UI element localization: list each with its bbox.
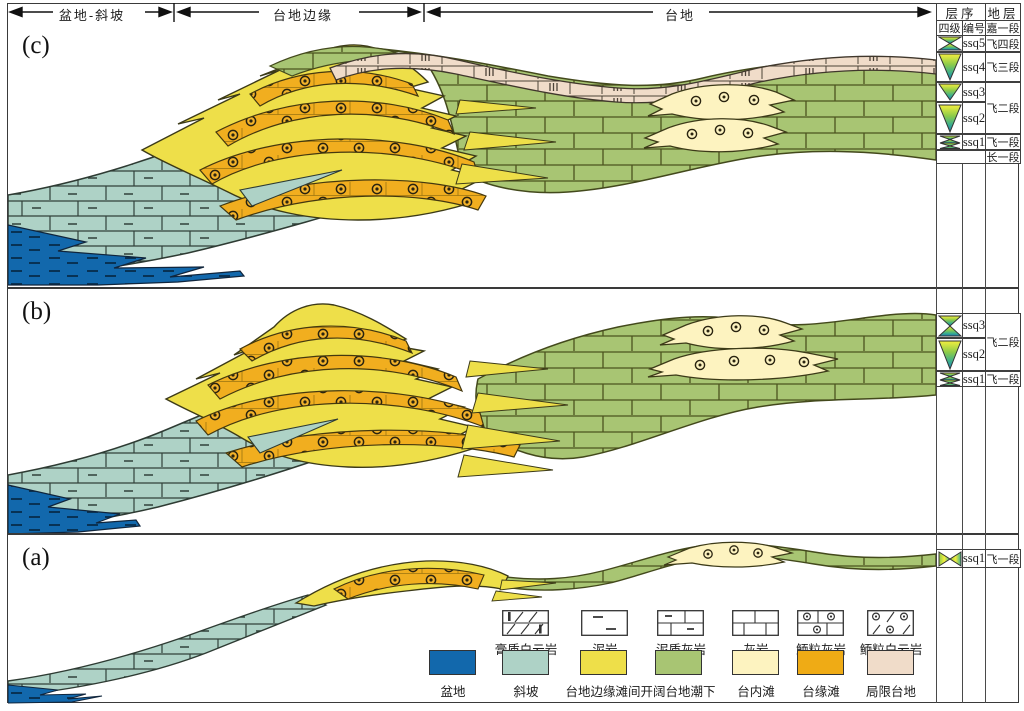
yellow-tongues-c	[455, 99, 557, 185]
legend-intraplatform-shoal-label: 台内滩	[737, 685, 775, 699]
label-b-ssq1: ssq1	[962, 371, 986, 387]
header-strata: 地层	[985, 3, 1021, 21]
legend-margin-shoal-label: 台缘滩	[802, 685, 840, 699]
header-order: 四级	[936, 20, 963, 36]
strata-c-fei1: 飞一段	[985, 134, 1021, 150]
symbol-b-ssq2	[936, 338, 963, 371]
symbol-c-ssq1	[936, 134, 963, 150]
open-platform-band-a	[498, 543, 936, 591]
legend-open-platform-swatch	[655, 650, 702, 675]
legend-oolitic-dolomite-swatch	[867, 610, 914, 641]
strata-c-fei2: 飞二段	[985, 82, 1021, 134]
open-platform-body-b	[475, 312, 936, 460]
symbol-b-ssq3	[936, 313, 963, 338]
basin-sliver-a	[8, 684, 103, 704]
divider-b-a	[7, 533, 1019, 535]
strata-b-fei2: 飞二段	[985, 313, 1021, 371]
symbol-c-ssq5	[936, 35, 963, 52]
legend-restricted-platform-label: 局限台地	[865, 685, 916, 699]
margin-shoal-arcs-b	[195, 325, 521, 468]
symbol-c-ssq4	[936, 52, 963, 82]
label-c-ssq3: ssq3	[962, 82, 986, 102]
slope-band-a	[8, 594, 328, 697]
cell-c-empty	[936, 150, 986, 164]
symbol-c-ssq2	[936, 102, 963, 134]
margin-shoal-band-a	[332, 567, 485, 600]
label-a-ssq1: ssq1	[962, 549, 986, 568]
panel-tag-a: (a)	[22, 544, 50, 571]
zone-basin-slope: 盆地-斜坡	[58, 8, 126, 23]
intraplatform-lens-a	[663, 541, 795, 568]
label-c-ssq2: ssq2	[962, 102, 986, 134]
label-c-ssq4: ssq4	[962, 52, 986, 82]
legend-slope-label: 斜坡	[513, 685, 539, 699]
legend-limestone-swatch	[732, 610, 779, 641]
legend-basin-label: 盆地	[440, 685, 466, 699]
legend-argillaceous-limestone-swatch	[657, 610, 704, 641]
yellow-tongues-b	[457, 360, 569, 478]
legend-margin-intershoal-label: 台地边缘滩间	[565, 685, 641, 699]
symbol-c-ssq3	[936, 82, 963, 102]
symbol-b-ssq1	[936, 371, 963, 387]
legend-margin-intershoal-swatch	[580, 650, 627, 675]
basin-body-b	[8, 484, 142, 533]
intraplatform-lenses-b	[647, 315, 839, 381]
slope-tongue-c	[239, 169, 343, 207]
strata-a-fei1: 飞一段	[985, 549, 1021, 568]
zone-platform: 台地	[664, 8, 695, 23]
strata-c-chang1: 长一段	[985, 150, 1021, 164]
strata-jia1: 嘉一段	[985, 20, 1021, 36]
label-b-ssq3: ssq3	[962, 313, 986, 338]
divider-c-b	[7, 287, 1019, 289]
symbol-a-ssq1	[936, 549, 963, 568]
cross-section-c	[8, 44, 936, 286]
cross-section-a	[8, 541, 936, 704]
legend-restricted-platform-swatch	[867, 650, 914, 675]
header-sequence: 层序	[936, 3, 986, 21]
basin-body-c	[8, 224, 246, 286]
legend-mudstone-swatch	[581, 610, 628, 641]
header-number: 编号	[962, 20, 986, 36]
legend-gypsum-dolomite-swatch	[502, 610, 549, 641]
legend-intraplatform-shoal-swatch	[732, 650, 779, 675]
cross-section-b	[8, 303, 936, 533]
strata-c-fei4: 飞四段	[985, 35, 1021, 52]
legend-open-platform-label: 开阔台地潮下	[640, 685, 716, 699]
restricted-platform-band-c	[329, 52, 936, 104]
intraplatform-lenses-c	[643, 84, 797, 153]
label-b-ssq2: ssq2	[962, 338, 986, 371]
legend-slope-swatch	[502, 650, 549, 675]
label-c-ssq1: ssq1	[962, 134, 986, 150]
legend-basin-swatch	[429, 650, 476, 675]
legend-oolitic-limestone-swatch	[797, 610, 844, 641]
panel-tag-b: (b)	[22, 298, 52, 325]
strata-c-fei3: 飞三段	[985, 52, 1021, 82]
yellow-tongues-a	[491, 579, 557, 602]
zone-platform-margin: 台地边缘	[272, 8, 333, 23]
zone-arrows	[8, 3, 932, 22]
slope-tongue-b	[247, 418, 339, 454]
label-c-ssq5: ssq5	[962, 35, 986, 52]
panel-tag-c: (c)	[22, 32, 50, 59]
legend-margin-shoal-swatch	[797, 650, 844, 675]
strata-b-fei1: 飞一段	[985, 371, 1021, 387]
